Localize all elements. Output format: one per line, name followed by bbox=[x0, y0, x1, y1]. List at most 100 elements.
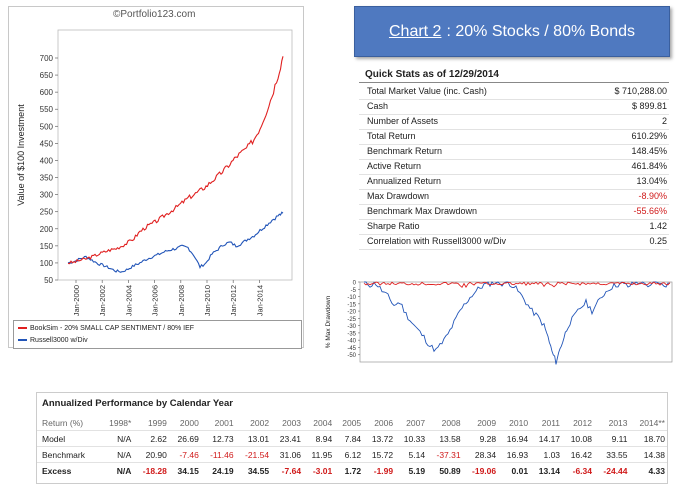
drawdown-y-tick-label: -30 bbox=[347, 324, 356, 330]
stat-row: Correlation with Russell3000 w/Div 0.25 bbox=[359, 234, 669, 250]
stat-value: 2 bbox=[661, 116, 667, 126]
x-tick-label: Jan-2008 bbox=[177, 285, 186, 316]
perf-header-cell: 2012 bbox=[562, 415, 594, 431]
growth-chart-panel: ©Portfolio123.com 50 100 150 200 250 300 350 40… bbox=[0, 0, 304, 350]
stat-value: -55.66% bbox=[633, 206, 667, 216]
perf-cell: -24.44 bbox=[603, 465, 628, 476]
perf-cell: 20.90 bbox=[133, 446, 169, 463]
perf-cell: 12.73 bbox=[200, 430, 236, 447]
drawdown-y-tick-label: -20 bbox=[347, 310, 356, 316]
legend-item-model: BookSim - 20% SMALL CAP SENTIMENT / 80% … bbox=[18, 322, 194, 334]
series-line-model bbox=[67, 56, 284, 265]
chart-title-banner: Chart 2 : 20% Stocks / 80% Bonds bbox=[354, 6, 670, 57]
perf-header-cell: 2003 bbox=[271, 415, 304, 431]
perf-cell: 5.14 bbox=[395, 446, 428, 463]
stat-value: $ 710,288.00 bbox=[614, 86, 667, 96]
y-tick-label: 500 bbox=[40, 122, 54, 131]
perf-cell: 15.72 bbox=[363, 446, 396, 463]
perf-header-cell: 2009 bbox=[462, 415, 499, 431]
y-tick-label: 350 bbox=[40, 174, 54, 183]
quick-stats-title: Quick Stats as of 12/29/2014 bbox=[359, 67, 669, 83]
x-tick-label: Jan-2004 bbox=[124, 285, 133, 316]
stat-row: Number of Assets 2 bbox=[359, 114, 669, 130]
y-tick-label: 150 bbox=[40, 242, 54, 251]
growth-chart: 50 100 150 200 250 300 350 400 450 500 550 600 650 70… bbox=[16, 29, 293, 316]
x-tick-label: Jan-2010 bbox=[203, 285, 212, 316]
perf-row-label: Model bbox=[37, 430, 101, 447]
perf-cell: -3.01 bbox=[312, 465, 333, 476]
stat-value: 13.04% bbox=[636, 176, 667, 186]
stat-value: -8.90% bbox=[638, 191, 667, 201]
perf-cell: 28.34 bbox=[462, 446, 499, 463]
perf-row-label: Excess bbox=[42, 465, 72, 476]
perf-cell: N/A bbox=[116, 465, 132, 476]
y-tick-label: 100 bbox=[40, 259, 54, 268]
perf-cell: 1.72 bbox=[344, 465, 362, 476]
series-line-benchmark bbox=[67, 211, 284, 273]
perf-cell: 10.08 bbox=[562, 430, 594, 447]
legend-label-benchmark: Russell3000 w/Div bbox=[30, 336, 88, 344]
perf-cell: 26.69 bbox=[168, 430, 201, 447]
perf-cell: N/A bbox=[100, 430, 134, 447]
stat-row: Max Drawdown -8.90% bbox=[359, 189, 669, 205]
annual-performance-table: Return (%) 1998* 1999 2000 2001 2002 2003 2004 2… bbox=[37, 415, 667, 478]
perf-cell: -21.54 bbox=[235, 446, 272, 463]
perf-cell: 0.01 bbox=[511, 465, 529, 476]
y-tick-label: 700 bbox=[40, 54, 54, 63]
x-tick-label: Jan-2000 bbox=[72, 285, 81, 316]
x-tick-label: Jan-2006 bbox=[151, 285, 160, 316]
perf-cell: -7.46 bbox=[168, 446, 201, 463]
perf-header-cell: 2007 bbox=[395, 415, 428, 431]
plot-area bbox=[57, 29, 293, 281]
perf-cell: 33.55 bbox=[593, 446, 630, 463]
perf-header-cell: 2002 bbox=[235, 415, 272, 431]
perf-cell: 14.38 bbox=[629, 446, 667, 463]
y-tick-label: 250 bbox=[40, 208, 54, 217]
perf-cell: 16.93 bbox=[498, 446, 531, 463]
banner-chart-number: Chart 2 bbox=[388, 22, 442, 40]
perf-header-cell: 2005 bbox=[334, 415, 364, 431]
perf-cell: 18.70 bbox=[629, 430, 667, 447]
legend-label-model: BookSim - 20% SMALL CAP SENTIMENT / 80% … bbox=[30, 324, 195, 332]
perf-header-cell: 2000 bbox=[168, 415, 201, 431]
perf-cell: 2.62 bbox=[133, 430, 169, 447]
perf-cell: 31.06 bbox=[271, 446, 304, 463]
perf-header-cell: 1998* bbox=[100, 415, 134, 431]
legend-swatch-benchmark bbox=[18, 339, 27, 341]
perf-row-label: Benchmark bbox=[37, 446, 101, 463]
perf-header-cell: Return (%) bbox=[37, 415, 101, 431]
perf-cell: 6.12 bbox=[334, 446, 364, 463]
chart-legend: BookSim - 20% SMALL CAP SENTIMENT / 80% … bbox=[13, 320, 302, 349]
perf-cell: 13.58 bbox=[427, 430, 463, 447]
perf-header-cell: 2001 bbox=[200, 415, 236, 431]
perf-cell: -7.64 bbox=[281, 465, 302, 476]
perf-header-cell: 2011 bbox=[530, 415, 563, 431]
stat-label: Benchmark Max Drawdown bbox=[367, 206, 478, 216]
stat-row: Annualized Return 13.04% bbox=[359, 174, 669, 190]
stat-label: Number of Assets bbox=[367, 116, 439, 126]
perf-header-cell: 2004 bbox=[303, 415, 335, 431]
stat-label: Benchmark Return bbox=[367, 146, 443, 156]
perf-cell: 13.72 bbox=[363, 430, 396, 447]
drawdown-y-tick-label: -15 bbox=[347, 302, 356, 308]
stat-value: $ 899.81 bbox=[631, 101, 667, 111]
perf-cell: 13.01 bbox=[235, 430, 272, 447]
perf-header-cell: 2008 bbox=[427, 415, 463, 431]
stat-row: Total Market Value (inc. Cash) $ 710,288.… bbox=[359, 84, 669, 100]
perf-cell: -37.31 bbox=[427, 446, 463, 463]
drawdown-y-tick-label: -35 bbox=[347, 331, 356, 337]
perf-header-cell: 2010 bbox=[498, 415, 531, 431]
stat-value: 1.42 bbox=[649, 221, 667, 231]
drawdown-plot-area bbox=[359, 281, 673, 363]
drawdown-y-tick-label: -45 bbox=[347, 346, 356, 352]
y-tick-label: 50 bbox=[44, 276, 53, 285]
drawdown-y-tick-label: -40 bbox=[347, 339, 356, 345]
perf-cell: 11.95 bbox=[303, 446, 335, 463]
legend-swatch-model bbox=[18, 327, 27, 329]
x-tick-label: Jan-2012 bbox=[229, 285, 238, 316]
perf-cell: 34.15 bbox=[177, 465, 199, 476]
perf-cell: 50.89 bbox=[439, 465, 461, 476]
perf-cell: 24.19 bbox=[212, 465, 234, 476]
drawdown-y-tick-label: 0 bbox=[353, 281, 357, 287]
stat-row: Benchmark Return 148.45% bbox=[359, 144, 669, 160]
